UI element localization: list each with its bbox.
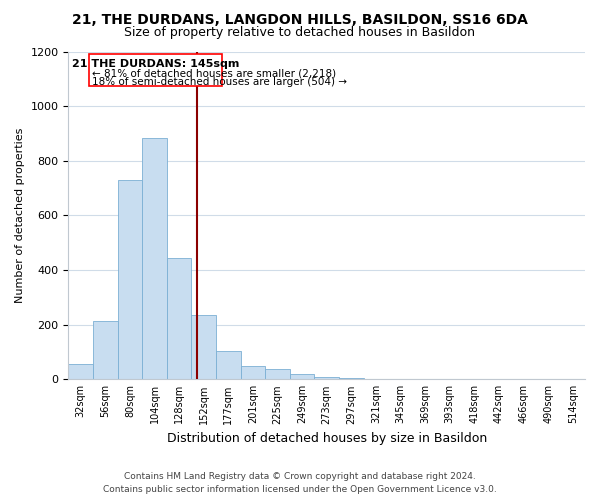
Text: ← 81% of detached houses are smaller (2,218): ← 81% of detached houses are smaller (2,… [92,68,337,78]
Bar [265,369,290,380]
Bar [314,376,339,380]
Bar [191,315,216,380]
Bar [290,374,314,380]
Bar [68,364,93,380]
Text: 18% of semi-detached houses are larger (504) →: 18% of semi-detached houses are larger (… [92,76,347,86]
Bar [93,320,118,380]
Text: Size of property relative to detached houses in Basildon: Size of property relative to detached ho… [125,26,476,39]
Bar [339,378,364,380]
Bar [167,258,191,380]
FancyBboxPatch shape [89,54,222,86]
Text: 21 THE DURDANS: 145sqm: 21 THE DURDANS: 145sqm [72,59,239,69]
Text: 21, THE DURDANS, LANGDON HILLS, BASILDON, SS16 6DA: 21, THE DURDANS, LANGDON HILLS, BASILDON… [72,12,528,26]
Bar [118,180,142,380]
X-axis label: Distribution of detached houses by size in Basildon: Distribution of detached houses by size … [167,432,487,445]
Text: Contains HM Land Registry data © Crown copyright and database right 2024.
Contai: Contains HM Land Registry data © Crown c… [103,472,497,494]
Bar [241,366,265,380]
Bar [216,350,241,380]
Bar [142,138,167,380]
Y-axis label: Number of detached properties: Number of detached properties [15,128,25,303]
